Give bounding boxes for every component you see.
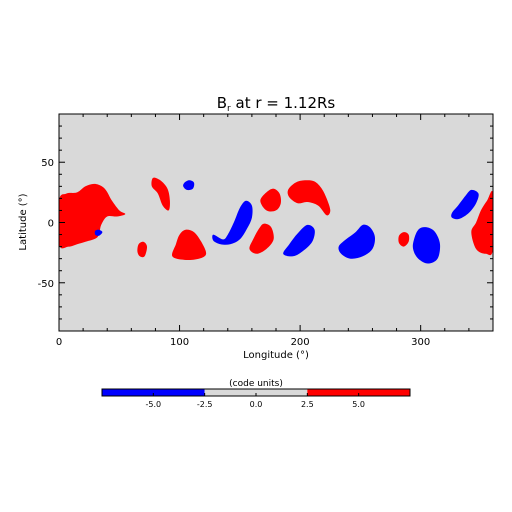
x-tick-label: 100 xyxy=(170,337,189,348)
field-regions xyxy=(59,177,493,264)
y-axis-label: Latitude (°) xyxy=(18,193,29,250)
x-axis-label: Longitude (°) xyxy=(243,350,309,361)
positive-region-13 xyxy=(398,232,410,247)
colorbar-label: (code units) xyxy=(229,379,283,389)
positive-region-16 xyxy=(471,190,493,256)
colorbar-segment-3 xyxy=(307,389,410,396)
plot-area: 0 100 200 300 -50 0 50 xyxy=(38,113,494,348)
title-rest: at r = 1.12Rs xyxy=(231,94,336,112)
colorbar-segments xyxy=(102,389,410,396)
negative-region-2 xyxy=(94,229,103,236)
x-tick-label: 300 xyxy=(411,337,430,348)
positive-region-3 xyxy=(151,177,170,211)
x-tick-label: 200 xyxy=(291,337,310,348)
positive-region-10 xyxy=(287,180,331,216)
positive-region-5 xyxy=(137,241,148,258)
colorbar-ticks: -5.0 -2.5 0.0 2.5 5.0 xyxy=(146,393,365,409)
colorbar: (code units) -5.0 -2.5 0.0 2.5 5.0 xyxy=(101,379,411,409)
x-axis-ticks: 0 100 200 300 xyxy=(56,114,494,348)
colorbar-tick-label: -5.0 xyxy=(146,400,162,409)
colorbar-segment-2 xyxy=(204,389,308,396)
chart-title: Br at r = 1.12Rs xyxy=(217,94,336,114)
negative-region-11 xyxy=(283,224,315,257)
positive-region-1 xyxy=(59,183,126,249)
colorbar-tick-label: -2.5 xyxy=(197,400,213,409)
y-tick-label: 0 xyxy=(48,219,54,230)
y-tick-label: 50 xyxy=(41,158,54,169)
y-tick-label: -50 xyxy=(38,279,54,290)
positive-region-6 xyxy=(171,229,207,261)
x-tick-label: 0 xyxy=(56,337,62,348)
colorbar-tick-label: 0.0 xyxy=(250,400,263,409)
colorbar-tick-label: 5.0 xyxy=(352,400,365,409)
positive-region-8 xyxy=(249,223,274,254)
colorbar-segment-1 xyxy=(102,389,205,396)
negative-region-7 xyxy=(212,200,253,245)
title-main: B xyxy=(217,94,227,112)
y-axis-ticks: -50 0 50 xyxy=(38,125,493,320)
colorbar-tick-label: 2.5 xyxy=(301,400,314,409)
plot-background xyxy=(59,114,493,331)
negative-region-4 xyxy=(183,180,195,191)
negative-region-12 xyxy=(338,224,375,259)
positive-region-9 xyxy=(260,188,282,212)
title-subscript: r xyxy=(227,104,231,114)
negative-region-15 xyxy=(451,189,479,220)
negative-region-14 xyxy=(412,227,441,264)
